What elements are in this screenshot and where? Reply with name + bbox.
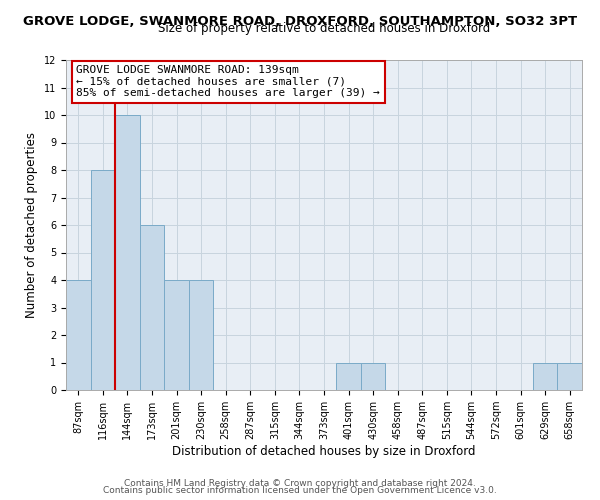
Text: GROVE LODGE SWANMORE ROAD: 139sqm
← 15% of detached houses are smaller (7)
85% o: GROVE LODGE SWANMORE ROAD: 139sqm ← 15% … — [76, 65, 380, 98]
X-axis label: Distribution of detached houses by size in Droxford: Distribution of detached houses by size … — [172, 445, 476, 458]
Bar — [140, 225, 164, 390]
Text: Contains public sector information licensed under the Open Government Licence v3: Contains public sector information licen… — [103, 486, 497, 495]
Bar — [91, 170, 115, 390]
Bar — [115, 115, 140, 390]
Bar — [336, 362, 361, 390]
Text: Contains HM Land Registry data © Crown copyright and database right 2024.: Contains HM Land Registry data © Crown c… — [124, 478, 476, 488]
Bar — [361, 362, 385, 390]
Bar — [164, 280, 189, 390]
Bar — [66, 280, 91, 390]
Text: GROVE LODGE, SWANMORE ROAD, DROXFORD, SOUTHAMPTON, SO32 3PT: GROVE LODGE, SWANMORE ROAD, DROXFORD, SO… — [23, 15, 577, 28]
Bar — [533, 362, 557, 390]
Bar — [189, 280, 214, 390]
Title: Size of property relative to detached houses in Droxford: Size of property relative to detached ho… — [158, 22, 490, 35]
Bar — [557, 362, 582, 390]
Y-axis label: Number of detached properties: Number of detached properties — [25, 132, 38, 318]
